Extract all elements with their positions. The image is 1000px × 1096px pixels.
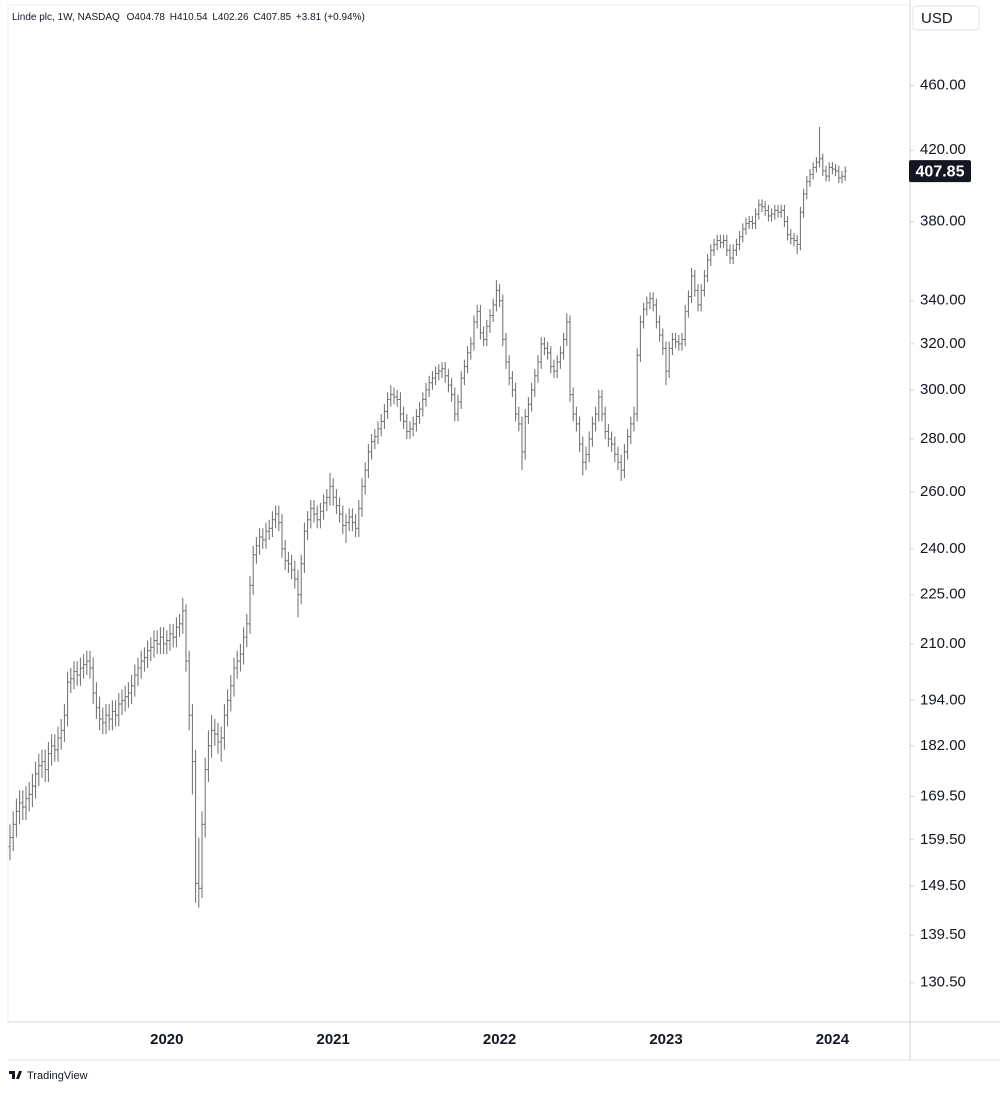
symbol: Linde plc, 1W, NASDAQ bbox=[12, 12, 120, 23]
x-tick-label: 2021 bbox=[317, 1031, 350, 1048]
y-tick-label: 182.00 bbox=[920, 737, 966, 754]
y-tick-label: 300.00 bbox=[920, 381, 966, 398]
y-tick-label: 139.50 bbox=[920, 926, 966, 943]
currency[interactable]: USD bbox=[921, 10, 953, 27]
open-value: O404.78 bbox=[127, 12, 166, 23]
y-tick-label: 420.00 bbox=[920, 141, 966, 158]
footer-brand: TradingView bbox=[27, 1070, 88, 1082]
ohlc-bars bbox=[8, 126, 847, 908]
logo-icon bbox=[9, 1071, 22, 1079]
y-tick-label: 260.00 bbox=[920, 483, 966, 500]
last-price-label: 407.85 bbox=[916, 163, 965, 180]
y-tick-label: 149.50 bbox=[920, 877, 966, 894]
high-value: H410.54 bbox=[170, 12, 208, 23]
y-tick-label: 280.00 bbox=[920, 430, 966, 447]
x-tick-label: 2024 bbox=[816, 1031, 850, 1048]
low-value: L402.26 bbox=[212, 12, 249, 23]
y-tick-label: 340.00 bbox=[920, 292, 966, 309]
currency-box[interactable] bbox=[912, 5, 980, 31]
tradingview-logo: TradingView bbox=[9, 1070, 88, 1082]
y-tick-label: 159.50 bbox=[920, 831, 966, 848]
y-tick-label: 194.00 bbox=[920, 691, 966, 708]
y-tick-label: 169.50 bbox=[920, 787, 966, 804]
legend-header: Linde plc, 1W, NASDAQ O404.78 H410.54 L4… bbox=[12, 12, 365, 23]
y-tick-label: 320.00 bbox=[920, 335, 966, 352]
x-tick-label: 2020 bbox=[150, 1031, 183, 1048]
y-tick-label: 225.00 bbox=[920, 586, 966, 603]
last-price-box bbox=[909, 160, 971, 183]
y-tick-label: 460.00 bbox=[920, 76, 966, 93]
x-tick-label: 2022 bbox=[483, 1031, 516, 1048]
x-tick-label: 2023 bbox=[649, 1031, 682, 1048]
change-value: +3.81 (+0.94%) bbox=[296, 12, 365, 23]
y-tick-label: 240.00 bbox=[920, 540, 966, 557]
y-tick-label: 130.50 bbox=[920, 974, 966, 991]
close-value: C407.85 bbox=[253, 12, 291, 23]
y-tick-label: 380.00 bbox=[920, 212, 966, 229]
y-tick-label: 210.00 bbox=[920, 635, 966, 652]
